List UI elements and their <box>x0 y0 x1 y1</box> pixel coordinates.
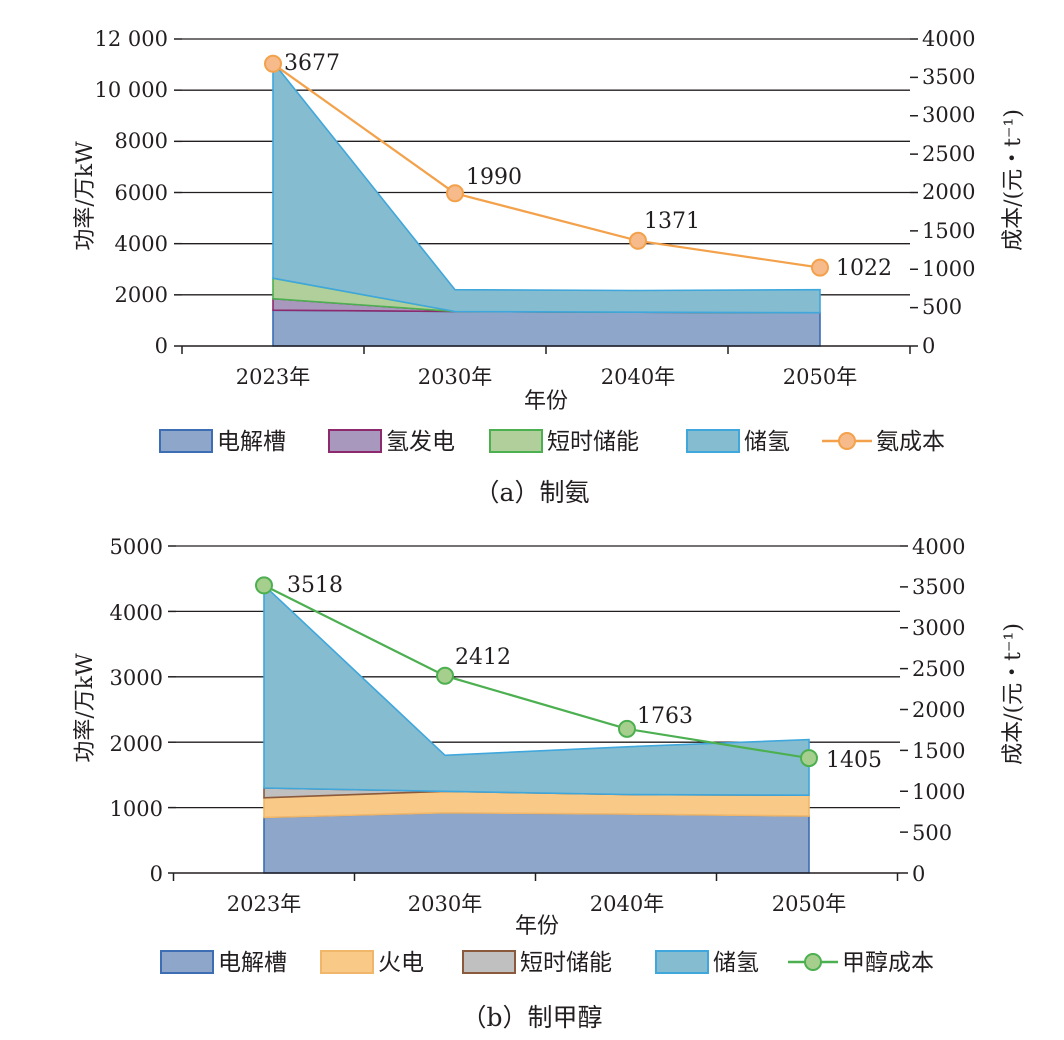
x-tick-label: 2050年 <box>783 365 857 389</box>
y2-tick-label: 4000 <box>912 535 965 559</box>
y2-tick-label: 1500 <box>922 219 975 243</box>
cost-line-path <box>272 62 821 269</box>
x-axis-title: 年份 <box>515 914 559 939</box>
legend-label: 短时储能 <box>520 950 612 976</box>
cost-point <box>264 54 282 73</box>
y-tick-label: 2000 <box>115 283 168 307</box>
cost-line <box>264 54 829 277</box>
y2-tick-label: 4000 <box>922 27 975 51</box>
legend-label: 甲醇成本 <box>842 950 934 976</box>
y2-tick-label: 500 <box>922 295 962 319</box>
x-tick-label: 2023年 <box>227 892 301 916</box>
legend-swatch-hydrogen-storage <box>655 950 709 974</box>
legend-marker-cost <box>838 432 856 450</box>
y2-tick-label: 0 <box>912 862 925 886</box>
y2-axis-title: 成本/(元・t⁻¹) <box>1001 623 1026 765</box>
y2-tick-label: 2000 <box>922 180 975 204</box>
x-tick-label: 2030年 <box>418 365 492 389</box>
y-tick-label: 12 000 <box>95 27 168 51</box>
y-tick-label: 10 000 <box>95 78 168 102</box>
y-tick-label: 0 <box>150 862 163 886</box>
stacked-areas <box>263 583 810 874</box>
axes <box>168 545 908 881</box>
y-tick-label: 6000 <box>115 181 168 205</box>
cost-data-label: 2412 <box>455 645 511 670</box>
area-1 <box>263 811 810 874</box>
area-4 <box>263 583 810 797</box>
legend-label: 储氢 <box>744 429 790 455</box>
y-tick-label: 3000 <box>110 666 163 690</box>
cost-data-label: 1763 <box>637 704 693 729</box>
y2-tick-label: 2500 <box>912 657 965 681</box>
x-tick-label: 2040年 <box>601 365 675 389</box>
y2-tick-label: 1000 <box>922 257 975 281</box>
x-tick-label: 2030年 <box>408 892 482 916</box>
cost-point <box>629 231 647 250</box>
y2-tick-label: 3500 <box>912 575 965 599</box>
y-tick-label: 1000 <box>110 797 163 821</box>
cost-data-label: 1405 <box>826 748 882 773</box>
legend-label: 电解槽 <box>218 950 287 976</box>
legend-swatch-thermal-power <box>320 950 374 974</box>
y2-tick-label: 2000 <box>912 698 965 722</box>
area-4 <box>272 59 821 314</box>
cost-point <box>446 184 464 203</box>
y2-tick-label: 2500 <box>922 142 975 166</box>
y-tick-label: 0 <box>155 334 168 358</box>
legend-label: 氢发电 <box>386 429 455 455</box>
legend-label: 火电 <box>378 950 424 976</box>
legend-label: 短时储能 <box>547 429 639 455</box>
legend-swatch-short-storage <box>489 429 543 453</box>
cost-data-label: 1990 <box>466 165 522 190</box>
cost-point <box>255 576 273 595</box>
legend-label: 储氢 <box>713 950 759 976</box>
stacked-areas <box>272 59 821 347</box>
panel-methanol: 0 1000 2000 3000 4000 5000 0 500 1000 15… <box>73 535 1026 1032</box>
y2-axis-title: 成本/(元・t⁻¹) <box>1001 109 1026 251</box>
y2-tick-label: 3000 <box>922 103 975 127</box>
cost-data-label: 1371 <box>644 209 700 234</box>
panel-caption: （a）制氨 <box>475 478 590 507</box>
legend-swatch-hydrogen-storage <box>686 429 740 453</box>
x-tick-label: 2050年 <box>772 892 846 916</box>
panel-caption: （b）制甲醇 <box>461 1003 602 1032</box>
y2-tick-label: 3500 <box>922 65 975 89</box>
cost-point <box>618 719 636 738</box>
axes <box>174 38 918 354</box>
legend-marker-cost <box>804 953 822 971</box>
legend-label: 电解槽 <box>217 429 286 455</box>
legend-swatch-short-storage <box>462 950 516 974</box>
cost-data-label: 3677 <box>284 51 340 76</box>
y-tick-label: 2000 <box>110 732 163 756</box>
x-axis-title: 年份 <box>524 389 568 414</box>
y-tick-label: 4000 <box>110 601 163 625</box>
y2-tick-label: 1500 <box>912 739 965 763</box>
cost-line-path <box>263 584 810 760</box>
legend-swatch-electrolyzer <box>159 429 213 453</box>
cost-data-label: 1022 <box>836 256 892 281</box>
y-tick-label: 5000 <box>110 535 163 559</box>
cost-point <box>436 666 454 685</box>
y2-tick-label: 1000 <box>912 780 965 804</box>
y2-tick-label: 0 <box>922 334 935 358</box>
x-tick-label: 2040年 <box>590 892 664 916</box>
y-axis-title: 功率/万kW <box>73 141 98 251</box>
legend-label: 氨成本 <box>876 429 945 455</box>
x-tick-label: 2023年 <box>236 365 310 389</box>
cost-data-label: 3518 <box>287 573 343 598</box>
y2-tick-label: 500 <box>912 821 952 845</box>
cost-line <box>255 576 818 768</box>
y-axis-title: 功率/万kW <box>73 653 98 763</box>
cost-point <box>811 258 829 277</box>
y2-tick-label: 3000 <box>912 616 965 640</box>
area-1 <box>272 309 821 347</box>
y-tick-label: 8000 <box>115 129 168 153</box>
panel-ammonia: 0 2000 4000 6000 8000 10 000 12 000 0 50… <box>73 27 1026 507</box>
y-tick-label: 4000 <box>115 232 168 256</box>
legend-swatch-electrolyzer <box>160 950 214 974</box>
cost-point <box>800 749 818 768</box>
legend-swatch-hydrogen-power <box>328 429 382 453</box>
